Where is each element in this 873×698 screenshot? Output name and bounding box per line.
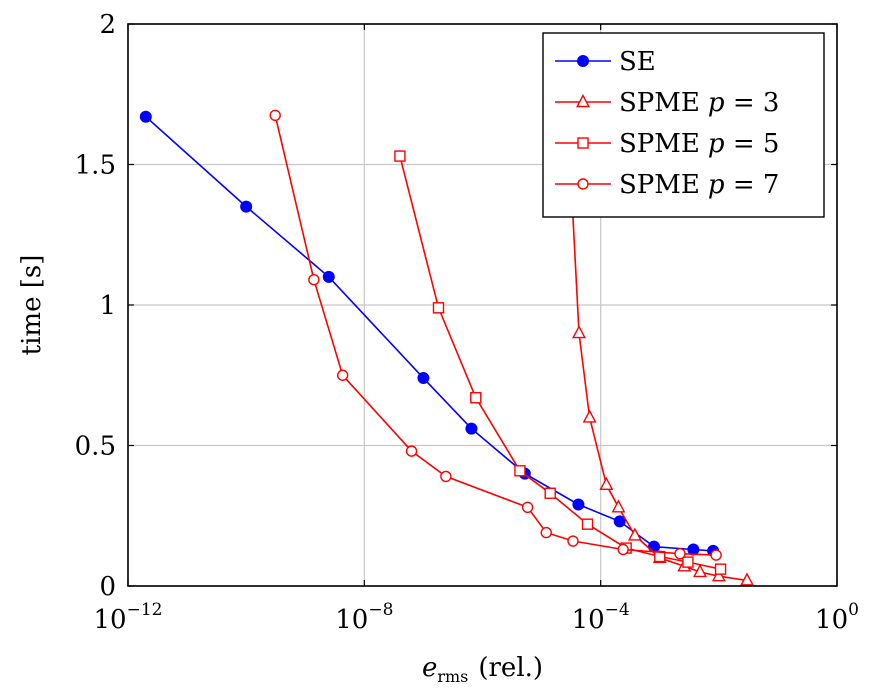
data-point	[648, 540, 661, 553]
data-point	[440, 470, 452, 483]
y-tick-label: 0.5	[75, 432, 116, 462]
data-point	[572, 498, 585, 511]
x-axis-label-subscript: rms	[437, 667, 468, 686]
x-tick-label-exponent: −8	[368, 600, 393, 620]
data-point	[714, 563, 727, 575]
x-tick-label-exponent: 0	[848, 600, 859, 620]
data-point	[582, 409, 597, 423]
legend-label-variable: p	[708, 170, 725, 200]
y-tick-label: 1	[99, 291, 116, 321]
y-axis-label: time [s]	[17, 255, 47, 356]
data-point	[710, 549, 722, 561]
data-point	[470, 392, 482, 404]
data-point	[521, 501, 534, 514]
data-point	[322, 270, 335, 283]
x-axis-label: erms (rel.)	[422, 653, 543, 686]
data-point	[465, 422, 478, 435]
data-point	[514, 465, 526, 477]
legend-swatch-marker	[577, 55, 589, 67]
legend-item: SPME p = 7	[555, 170, 779, 200]
legend-label-variable: p	[708, 88, 725, 118]
x-tick-label-base: 10	[94, 605, 127, 635]
data-point	[394, 150, 406, 162]
legend-box	[542, 32, 825, 218]
legend-label-value: = 5	[725, 129, 780, 159]
legend: SE SPME p = 3 SPME p = 5 SPME p = 7	[542, 32, 825, 218]
series-group	[139, 109, 754, 586]
x-tick-label-exponent: −12	[127, 600, 163, 620]
x-tick-label: 100	[815, 600, 859, 635]
legend-label-variable: p	[708, 129, 725, 159]
data-point	[269, 109, 281, 122]
data-point	[544, 487, 556, 499]
data-point	[432, 302, 445, 314]
x-tick-label: 10−4	[572, 600, 630, 635]
legend-label-text: SPME	[619, 129, 700, 159]
x-tick-label: 10−12	[94, 600, 163, 635]
legend-label-text: SPME	[619, 88, 700, 118]
legend-label-text: SPME	[619, 170, 700, 200]
data-point	[540, 526, 552, 539]
data-point	[240, 200, 253, 213]
data-point	[308, 274, 320, 286]
data-point	[599, 476, 614, 491]
data-point	[674, 547, 686, 560]
legend-label-value: = 7	[725, 170, 780, 200]
x-tick-label-base: 10	[335, 605, 368, 635]
data-point	[617, 543, 629, 556]
legend-label-value: = 3	[725, 88, 780, 118]
data-point	[405, 445, 418, 457]
legend-item: SPME p = 5	[555, 129, 779, 159]
x-axis-label-main: e	[422, 653, 437, 683]
data-point	[417, 372, 430, 385]
series-line	[399, 155, 721, 570]
legend-label-text: SE	[619, 47, 656, 77]
x-tick-label-base: 10	[572, 605, 605, 635]
y-tick-label: 2	[99, 10, 116, 40]
x-tick-label: 10−8	[335, 600, 393, 635]
x-axis-label-suffix: (rel.)	[478, 653, 543, 683]
y-tick-label: 0	[99, 572, 116, 602]
data-point	[627, 527, 642, 541]
data-point	[336, 369, 349, 381]
legend-swatch-marker	[576, 93, 590, 108]
legend-label: SPME p = 3	[619, 88, 779, 118]
x-tick-label-exponent: −4	[605, 600, 630, 620]
data-point	[613, 515, 626, 528]
y-tick-label: 1.5	[75, 151, 116, 181]
legend-label: SPME p = 5	[619, 129, 779, 159]
data-point	[682, 556, 694, 568]
legend-label: SE	[619, 47, 656, 77]
data-point	[611, 499, 626, 513]
data-point	[693, 563, 707, 578]
legend-swatch-marker	[577, 178, 589, 190]
series-2	[394, 150, 727, 575]
legend-swatch-marker	[577, 137, 589, 149]
x-tick-label-base: 10	[815, 605, 848, 635]
legend-item: SE	[555, 47, 656, 77]
legend-item: SPME p = 3	[555, 88, 779, 118]
data-point	[572, 325, 586, 339]
data-point	[567, 535, 579, 547]
data-point	[139, 110, 152, 123]
series-3	[269, 109, 722, 561]
data-point	[711, 568, 726, 582]
data-point	[581, 518, 594, 530]
legend-label: SPME p = 7	[619, 170, 779, 200]
data-point	[740, 572, 754, 586]
